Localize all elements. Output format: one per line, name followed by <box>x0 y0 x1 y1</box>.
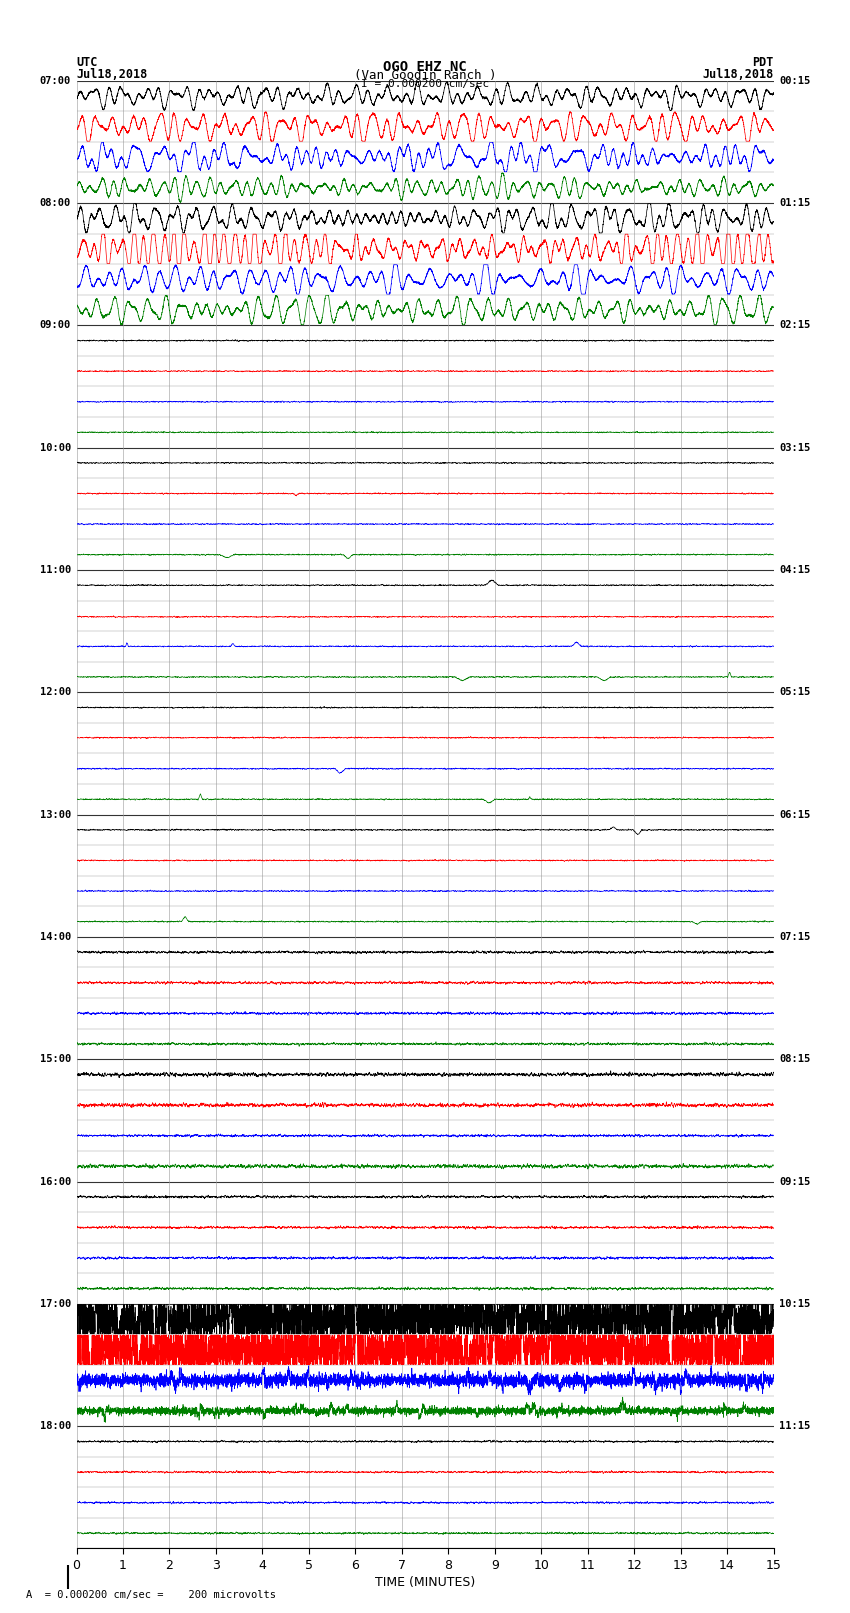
Text: 15:00: 15:00 <box>40 1055 71 1065</box>
Text: 17:00: 17:00 <box>40 1298 71 1308</box>
Text: 10:00: 10:00 <box>40 442 71 453</box>
Text: 13:00: 13:00 <box>40 810 71 819</box>
X-axis label: TIME (MINUTES): TIME (MINUTES) <box>375 1576 475 1589</box>
Text: 18:00: 18:00 <box>40 1421 71 1431</box>
Text: A  = 0.000200 cm/sec =    200 microvolts: A = 0.000200 cm/sec = 200 microvolts <box>26 1590 275 1600</box>
Text: 01:15: 01:15 <box>779 198 810 208</box>
Text: 09:15: 09:15 <box>779 1176 810 1187</box>
Text: (Van Goodin Ranch ): (Van Goodin Ranch ) <box>354 69 496 82</box>
Text: 10:15: 10:15 <box>779 1298 810 1308</box>
Text: 06:15: 06:15 <box>779 810 810 819</box>
Text: I = 0.000200 cm/sec: I = 0.000200 cm/sec <box>361 79 489 89</box>
Text: 03:15: 03:15 <box>779 442 810 453</box>
Text: 16:00: 16:00 <box>40 1176 71 1187</box>
Text: 14:00: 14:00 <box>40 932 71 942</box>
Text: 09:00: 09:00 <box>40 321 71 331</box>
Text: 07:15: 07:15 <box>779 932 810 942</box>
Text: Jul18,2018: Jul18,2018 <box>76 68 148 81</box>
Text: 02:15: 02:15 <box>779 321 810 331</box>
Text: 12:00: 12:00 <box>40 687 71 697</box>
Text: Jul18,2018: Jul18,2018 <box>702 68 774 81</box>
Text: UTC: UTC <box>76 56 98 69</box>
Text: 08:15: 08:15 <box>779 1055 810 1065</box>
Text: PDT: PDT <box>752 56 774 69</box>
Text: 05:15: 05:15 <box>779 687 810 697</box>
Text: OGO EHZ NC: OGO EHZ NC <box>383 60 467 74</box>
Text: 04:15: 04:15 <box>779 565 810 574</box>
Text: 00:15: 00:15 <box>779 76 810 85</box>
Text: 11:00: 11:00 <box>40 565 71 574</box>
Text: 08:00: 08:00 <box>40 198 71 208</box>
Text: 07:00: 07:00 <box>40 76 71 85</box>
Text: 11:15: 11:15 <box>779 1421 810 1431</box>
